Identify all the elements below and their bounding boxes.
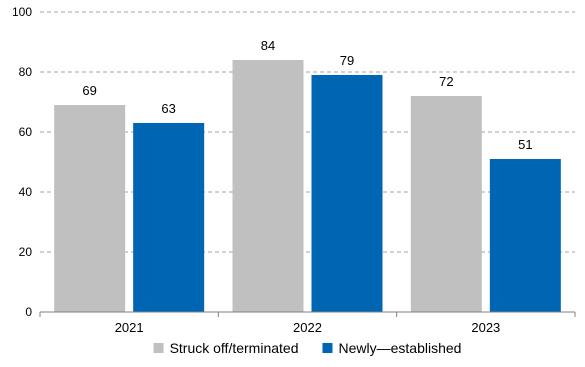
legend-swatch [153,343,164,353]
legend-label: Struck off/terminated [170,340,299,356]
bar [410,96,482,312]
bar-value-label: 84 [261,38,275,53]
y-tick-label: 20 [19,245,33,259]
x-tick-label: 2021 [115,320,144,335]
bar [54,105,126,312]
bar-value-label: 63 [161,101,175,116]
bar-value-label: 69 [82,83,96,98]
bar [311,75,383,312]
y-tick-label: 100 [12,5,32,19]
legend: Struck off/terminated Newly—established [153,340,461,356]
gridlines [40,11,575,253]
x-tick-label: 2023 [471,320,500,335]
bar-value-label: 72 [439,74,453,89]
bars: 69 63 84 79 72 51 [54,38,561,312]
y-tick-label: 40 [19,185,33,199]
y-tick-label: 0 [25,305,32,319]
y-tick-label: 60 [19,125,33,139]
bar-value-label: 79 [340,53,354,68]
x-axis: 2021 2022 2023 [39,311,576,335]
bar-value-label: 51 [518,137,532,152]
x-tick-label: 2022 [293,320,322,335]
y-tick-label: 80 [19,65,33,79]
y-axis: 0 20 40 60 80 100 [12,5,32,319]
bar [489,159,561,312]
legend-label: Newly—established [338,340,461,356]
bar [232,60,304,312]
bar [133,123,205,312]
legend-swatch [322,343,333,353]
